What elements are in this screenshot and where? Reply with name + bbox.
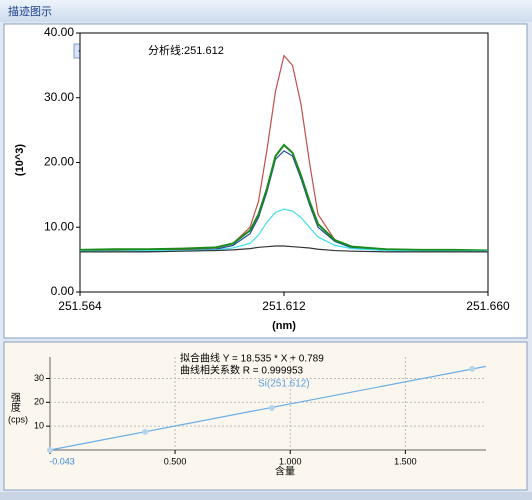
data-point	[268, 405, 275, 412]
y-axis-label: (10^3)	[14, 144, 26, 176]
y-tick-label: 10	[34, 421, 44, 431]
x-tick-label: 1.000	[279, 456, 302, 466]
y-tick-label: 20.00	[44, 155, 74, 169]
x-axis-label: (nm)	[272, 320, 296, 332]
x-tick-label: 251.564	[58, 299, 102, 313]
series-line	[80, 245, 488, 253]
x-axis-label: 含量	[275, 465, 295, 478]
x-tick-label: 0.500	[164, 456, 187, 466]
annotation: Si(251.612)	[258, 379, 310, 390]
annotation: 分析线:251.612	[148, 43, 224, 57]
y-tick-label: 0.00	[51, 284, 75, 298]
data-point	[142, 428, 149, 435]
data-point	[469, 365, 476, 372]
series-line	[49, 365, 487, 451]
y-axis-label: 强度	[8, 392, 20, 413]
x-tick-label: 251.660	[466, 299, 510, 313]
y-tick-label: 40.00	[44, 25, 74, 39]
data-point	[47, 447, 53, 453]
y-tick-label: 30	[34, 373, 44, 383]
x-tick-label: -0.043	[49, 456, 75, 466]
plot-area	[79, 32, 489, 293]
status-strip	[0, 492, 532, 500]
title-bar	[0, 0, 532, 22]
fit-title: 曲线相关系数 R = 0.999953	[180, 364, 304, 377]
x-tick-label: 1.500	[394, 456, 417, 466]
y-tick-label: 20	[34, 397, 44, 407]
y-tick-label: 10.00	[44, 219, 74, 233]
lower-panel	[3, 341, 528, 491]
series-line	[79, 143, 489, 252]
series-line	[80, 208, 488, 252]
y-axis-unit: (cps)	[8, 414, 28, 424]
fit-title: 拟合曲线 Y = 18.535 * X + 0.789	[180, 352, 324, 365]
y-tick-label: 30.00	[44, 90, 74, 104]
window-title: 描迹图示	[8, 4, 52, 18]
x-tick-label: 251.612	[262, 299, 306, 313]
